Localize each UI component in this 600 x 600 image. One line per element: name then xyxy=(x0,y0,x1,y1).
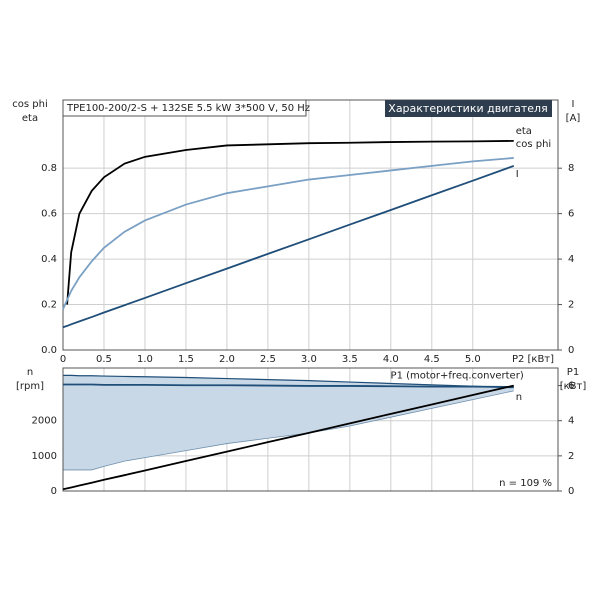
series-line xyxy=(62,165,515,329)
range-area xyxy=(63,375,514,470)
series-label: cos phi xyxy=(516,139,551,150)
series-label: n xyxy=(516,392,522,403)
y2-tick-label: 2 xyxy=(568,300,574,311)
y2-axis-label: [кВт] xyxy=(560,381,587,392)
x-tick-label: 0.5 xyxy=(96,354,112,365)
x-tick-label: 1.5 xyxy=(178,354,194,365)
x-tick-label: 2.5 xyxy=(260,354,276,365)
y-tick-label: 0 xyxy=(51,486,57,497)
y-axis-label: eta xyxy=(22,113,38,124)
x-tick-label: 4.0 xyxy=(383,354,399,365)
series-label: I xyxy=(516,169,519,180)
x-tick-label: 5.0 xyxy=(465,354,481,365)
x-tick-label: 4.5 xyxy=(424,354,440,365)
y-tick-label: 0.4 xyxy=(41,254,57,265)
y-axis-label: cos phi xyxy=(12,99,47,110)
x-tick-label: 2.0 xyxy=(219,354,235,365)
series-line xyxy=(62,157,514,310)
y2-tick-label: 2 xyxy=(568,451,574,462)
y2-axis-label: [A] xyxy=(566,113,581,124)
series-label: P1 (motor+freq.converter) xyxy=(391,371,524,382)
annotation-box xyxy=(498,476,556,490)
annotation: n = 109 % xyxy=(499,478,552,489)
y2-tick-label: 4 xyxy=(568,416,574,427)
y-tick-label: 0.2 xyxy=(41,300,57,311)
plot-frame xyxy=(62,367,559,492)
chart-subtitle: Характеристики двигателя xyxy=(388,102,547,115)
y2-tick-label: 4 xyxy=(568,254,574,265)
x-tick-label: 0 xyxy=(60,354,66,365)
y-axis-label: [rpm] xyxy=(16,381,44,392)
x-axis-label: P2 [кВт] xyxy=(512,354,554,365)
series-line xyxy=(62,384,514,491)
y-axis-label: n xyxy=(27,367,33,378)
y-tick-label: 0.0 xyxy=(41,345,57,356)
range-upper xyxy=(63,374,514,389)
y-tick-label: 0.6 xyxy=(41,209,57,220)
y2-axis-label: I xyxy=(572,99,575,110)
y2-tick-label: 0 xyxy=(568,486,574,497)
y-tick-label: 0.8 xyxy=(41,163,57,174)
header-box xyxy=(385,100,552,117)
title-box xyxy=(62,99,307,117)
y-tick-label: 2000 xyxy=(32,416,57,427)
range-lower xyxy=(63,390,514,471)
x-tick-label: 1.0 xyxy=(137,354,153,365)
plot-frame xyxy=(62,99,559,351)
y2-tick-label: 8 xyxy=(568,163,574,174)
y2-axis-label: P1 xyxy=(567,367,579,378)
x-tick-label: 3.0 xyxy=(301,354,317,365)
y-tick-label: 1000 xyxy=(32,451,57,462)
y2-tick-label: 6 xyxy=(568,209,574,220)
y2-tick-label: 0 xyxy=(568,345,574,356)
series-line xyxy=(63,383,514,388)
series-label: eta xyxy=(516,126,532,137)
series-line xyxy=(66,140,514,305)
x-tick-label: 3.5 xyxy=(342,354,358,365)
chart-title: TPE100-200/2-S + 132SE 5.5 kW 3*500 V, 5… xyxy=(66,103,310,114)
y2-tick-label: 6 xyxy=(568,381,574,392)
